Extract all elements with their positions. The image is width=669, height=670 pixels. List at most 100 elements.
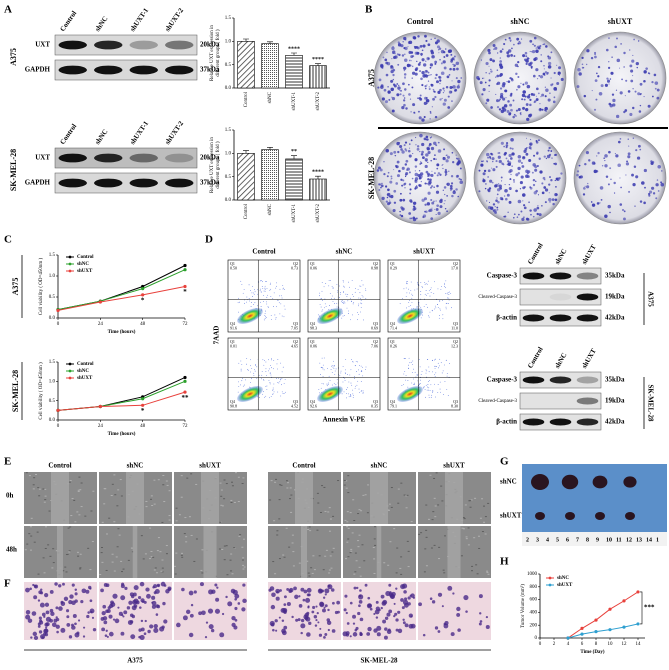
colony xyxy=(578,175,582,179)
colony xyxy=(404,175,407,178)
y-tick-label: 0.0 xyxy=(225,198,232,203)
event xyxy=(365,298,367,299)
cell-texture xyxy=(237,476,240,478)
cell-texture xyxy=(25,472,28,474)
y-tick-label: 0.5 xyxy=(225,63,232,68)
cell-texture xyxy=(42,557,45,559)
migrated-cell xyxy=(278,616,281,619)
colony xyxy=(519,188,522,190)
flow-density xyxy=(397,385,423,403)
colony xyxy=(633,165,637,168)
cell-texture xyxy=(405,507,408,509)
event xyxy=(423,306,425,307)
colony xyxy=(436,174,439,177)
cell-texture xyxy=(220,495,223,497)
colony xyxy=(405,149,408,152)
event xyxy=(246,363,247,365)
colony xyxy=(608,83,610,85)
migrated-cell xyxy=(431,600,436,604)
cell-texture xyxy=(115,556,118,558)
migrated-cell xyxy=(323,606,326,609)
colony xyxy=(422,156,425,160)
colony xyxy=(423,73,428,77)
blot-band xyxy=(165,178,194,188)
colony xyxy=(408,93,411,96)
event xyxy=(272,387,274,389)
cell-texture xyxy=(68,551,71,553)
event xyxy=(356,384,358,386)
colony xyxy=(520,162,523,164)
colony xyxy=(517,172,521,175)
colony xyxy=(591,90,593,92)
event xyxy=(350,394,351,395)
colony xyxy=(586,185,590,189)
colony xyxy=(629,112,633,117)
colony xyxy=(449,85,453,89)
cell-texture xyxy=(28,475,31,477)
cell-texture xyxy=(116,505,119,507)
colony xyxy=(520,38,523,40)
point xyxy=(183,379,187,383)
colony xyxy=(385,73,389,77)
band-size: 35kDa xyxy=(605,272,625,280)
colony xyxy=(419,162,422,165)
event xyxy=(405,287,407,289)
colony xyxy=(599,186,604,190)
colony xyxy=(550,150,553,152)
event xyxy=(331,384,333,386)
cell-texture xyxy=(38,495,41,497)
event xyxy=(448,297,450,299)
cell-texture xyxy=(153,503,156,505)
event xyxy=(418,358,420,360)
colony xyxy=(532,43,534,46)
cell-texture xyxy=(225,545,228,547)
colony xyxy=(510,108,513,112)
event xyxy=(263,290,265,292)
colony xyxy=(632,75,634,77)
colony xyxy=(439,58,441,61)
cell-texture xyxy=(62,570,65,572)
colony xyxy=(508,153,512,158)
colony xyxy=(450,187,452,190)
event xyxy=(362,319,364,321)
colony xyxy=(628,190,631,193)
colony xyxy=(408,59,411,62)
event xyxy=(265,281,266,282)
colony xyxy=(427,175,430,178)
event xyxy=(239,384,241,386)
colony xyxy=(495,93,497,95)
colony xyxy=(501,84,506,88)
migrated-cell xyxy=(83,626,86,629)
colony xyxy=(387,188,390,192)
event xyxy=(332,301,334,302)
migrated-cell xyxy=(242,583,246,587)
colony xyxy=(585,151,589,155)
event xyxy=(337,291,339,293)
event xyxy=(282,366,284,368)
blot-band xyxy=(129,65,158,75)
colony xyxy=(544,95,547,98)
colony xyxy=(506,54,510,58)
colony xyxy=(550,77,552,79)
gate-value: 0.06 xyxy=(310,343,317,348)
colony xyxy=(496,74,500,78)
cell-texture xyxy=(467,544,470,546)
colony xyxy=(496,206,499,209)
migrated-cell xyxy=(82,635,86,638)
migrated-cell xyxy=(283,603,287,606)
colony xyxy=(493,48,495,50)
event xyxy=(351,294,353,295)
blot-band xyxy=(165,153,194,163)
x-tick-label: 10 xyxy=(608,642,614,647)
colony xyxy=(452,190,456,195)
colony xyxy=(508,112,512,116)
y-axis-label: Relative UXT expression in xyxy=(210,25,215,81)
colony xyxy=(513,216,515,219)
colony xyxy=(503,195,506,197)
migrated-cell xyxy=(132,599,137,605)
migrated-cell xyxy=(207,608,214,614)
cell-texture xyxy=(165,545,168,547)
event xyxy=(276,282,277,284)
colony xyxy=(485,61,489,66)
colony xyxy=(497,81,501,85)
